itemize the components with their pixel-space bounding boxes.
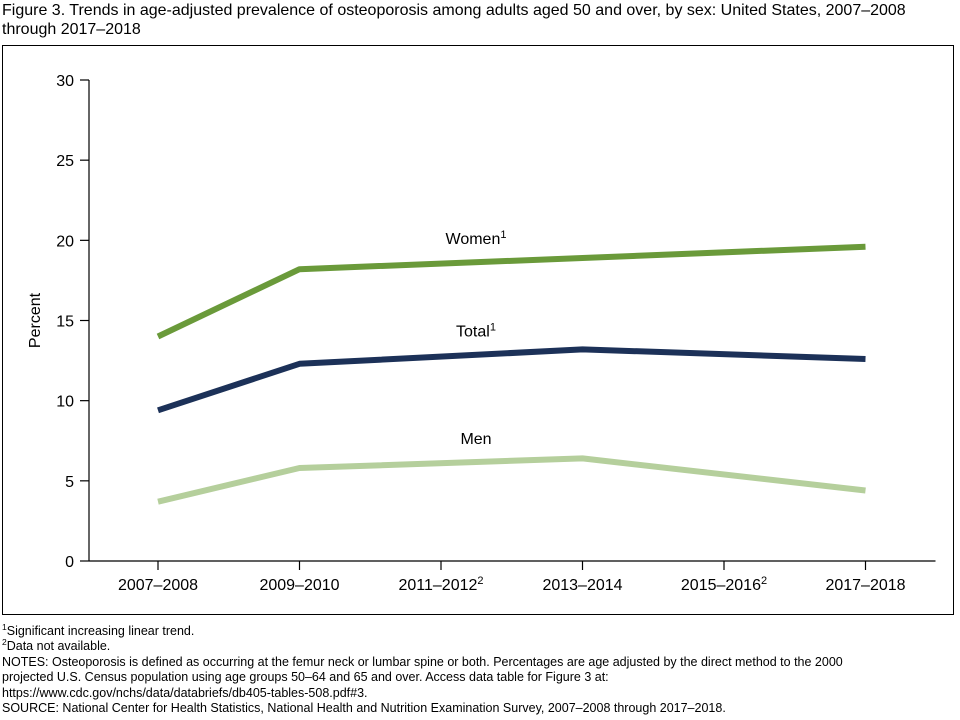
series-line-men [157, 455, 866, 505]
series-lines [156, 243, 866, 505]
series-line-total [157, 346, 866, 414]
series-line-women [156, 243, 866, 340]
footnote-2-mark: 2 [2, 637, 7, 648]
series-labels: Women1 Total1 Men [446, 229, 507, 448]
chart-frame: 0 5 10 15 20 25 30 Percent 2007–2008 2009–2010 201… [2, 45, 954, 615]
figure-title: Figure 3. Trends in age-adjusted prevale… [2, 2, 906, 38]
footnote-1: 1Significant increasing linear trend. [2, 621, 958, 639]
y-axis-title: Percent [27, 292, 44, 348]
x-tick-label-4: 2015–20162 [681, 575, 767, 594]
line-chart: 0 5 10 15 20 25 30 Percent 2007–2008 2009–2010 201… [27, 73, 936, 594]
y-tick-label-30: 30 [56, 73, 74, 90]
series-label-men: Men [460, 431, 491, 448]
y-tick-label-15: 15 [56, 314, 74, 331]
notes-line-1: NOTES: Osteoporosis is defined as occurr… [2, 654, 843, 669]
footnote-2: 2Data not available. [2, 637, 958, 654]
chart-notes: 1Significant increasing linear trend. 2D… [2, 621, 958, 716]
x-tick-label-0: 2007–2008 [118, 577, 198, 594]
y-tick-label-10: 10 [56, 394, 74, 411]
x-tick-label-3: 2013–2014 [542, 577, 622, 594]
footnote-2-text: Data not available. [6, 639, 111, 654]
x-tick-label-1: 2009–2010 [259, 577, 339, 594]
x-tick-label-2: 2011–20122 [398, 575, 483, 594]
axes: 0 5 10 15 20 25 30 Percent 2007–2008 2009–2010 201… [27, 73, 936, 594]
y-tick-label-20: 20 [56, 233, 74, 250]
footnote-1-mark: 1 [2, 621, 7, 632]
notes-line-2: projected U.S. Census population using a… [2, 670, 609, 685]
x-tick-label-5: 2017–2018 [825, 577, 905, 594]
footnote-1-text: Significant increasing linear trend. [6, 624, 195, 638]
notes-line-3: https://www.cdc.gov/nchs/data/databriefs… [2, 685, 368, 700]
source-line: SOURCE: National Center for Health Stati… [2, 701, 726, 716]
series-label-total: Total1 [456, 322, 496, 341]
y-tick-label-5: 5 [65, 474, 74, 491]
series-label-women: Women1 [446, 229, 507, 248]
y-tick-label-25: 25 [56, 153, 74, 170]
y-tick-label-0: 0 [65, 554, 74, 571]
